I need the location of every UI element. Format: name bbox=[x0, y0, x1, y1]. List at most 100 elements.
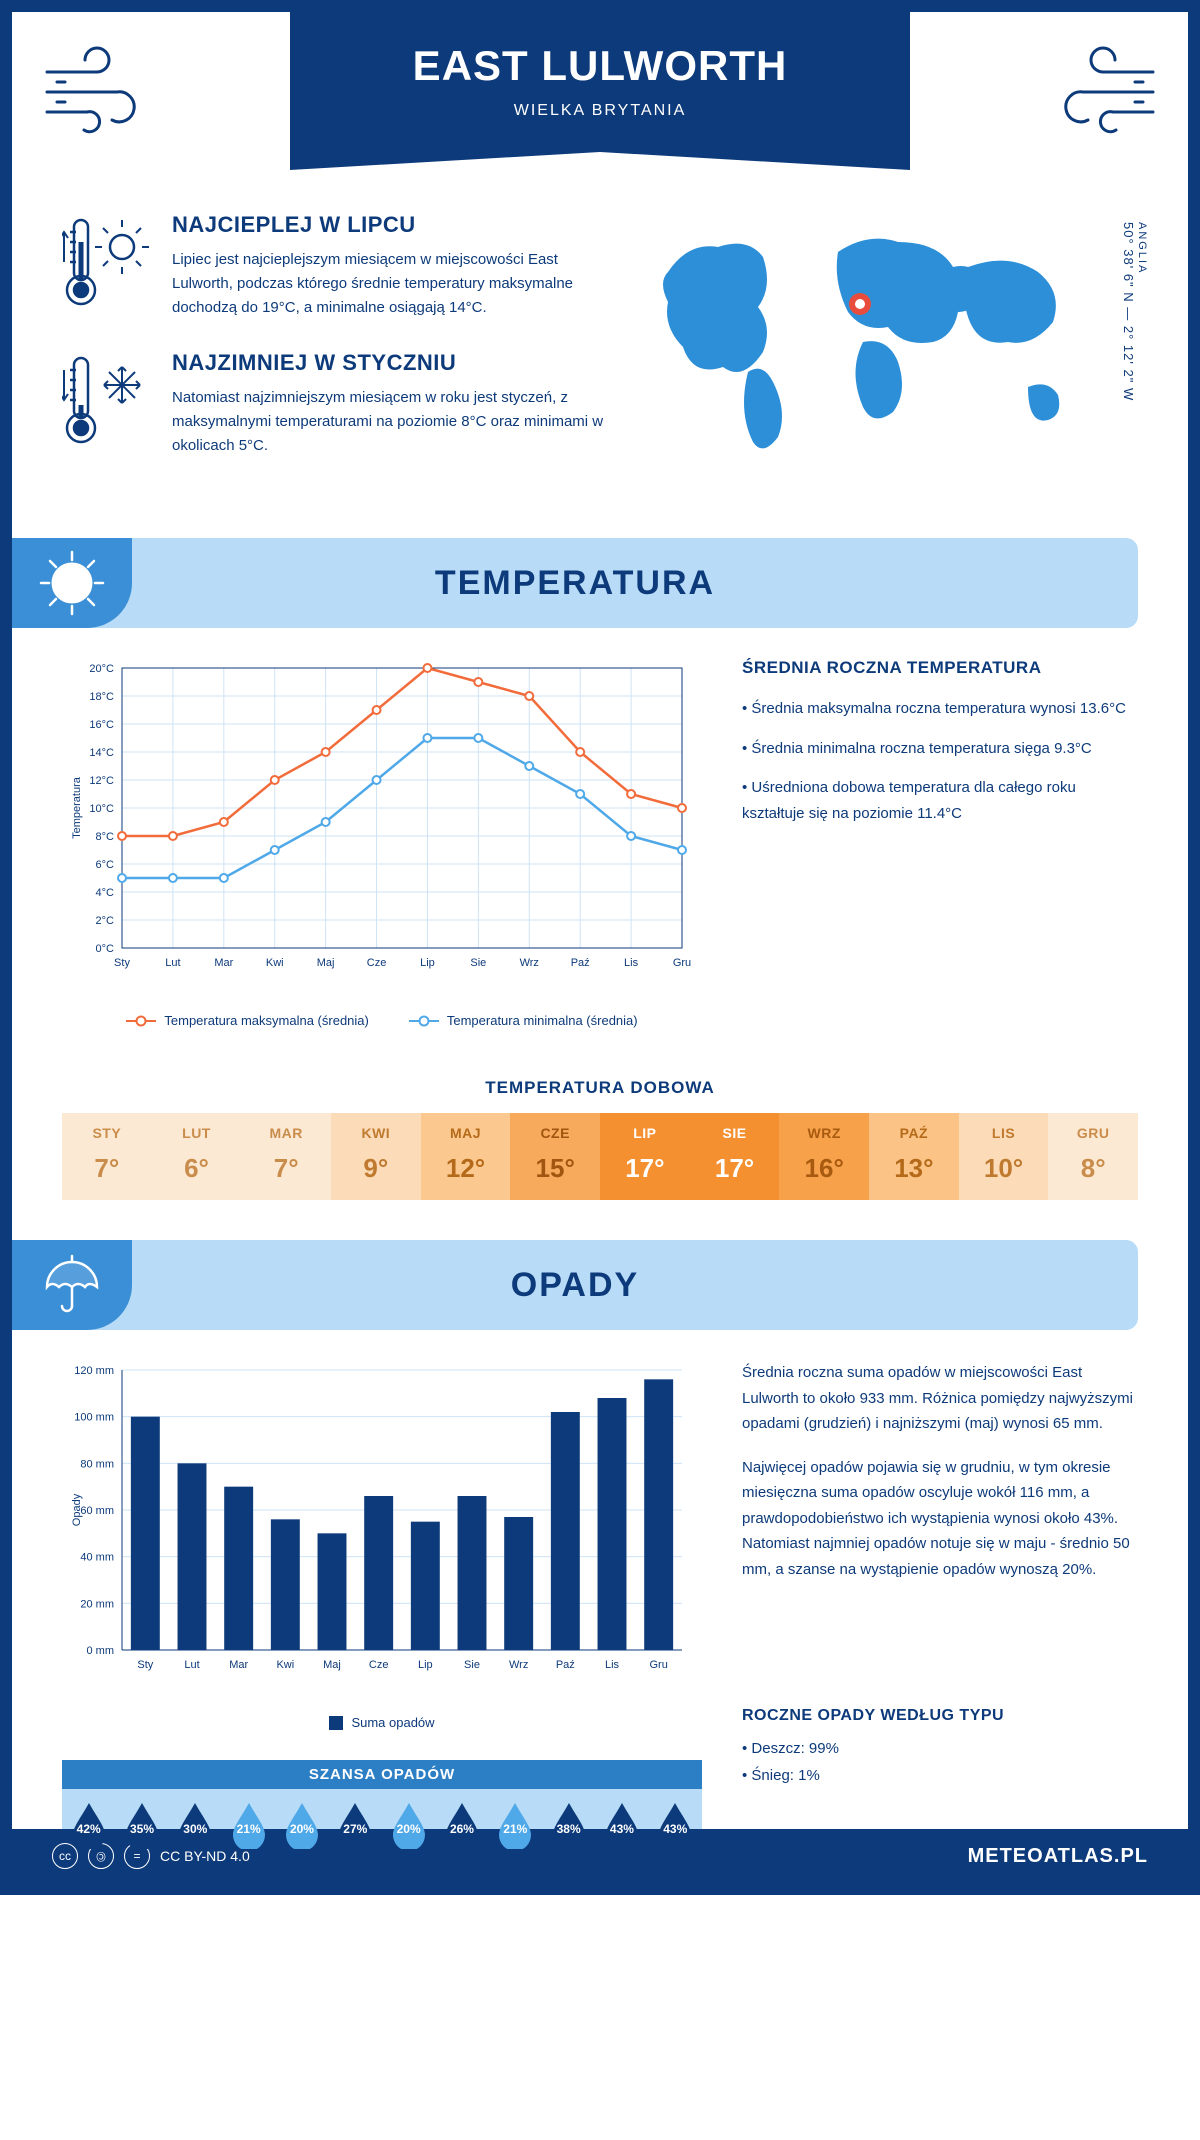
svg-text:18°C: 18°C bbox=[89, 691, 114, 703]
raindrop-icon: 38% bbox=[550, 1801, 588, 1849]
precip-type-snow: • Śnieg: 1% bbox=[742, 1762, 1138, 1789]
daily-temp-cell: SIE 17° bbox=[690, 1113, 780, 1200]
svg-text:Lut: Lut bbox=[165, 957, 180, 969]
daily-temp-cell: LIS10° bbox=[959, 1113, 1049, 1200]
world-map-icon bbox=[638, 212, 1098, 472]
chance-value: 21% bbox=[237, 1822, 261, 1836]
temperature-info: ŚREDNIA ROCZNA TEMPERATURA • Średnia mak… bbox=[742, 658, 1138, 1028]
svg-text:20°C: 20°C bbox=[89, 663, 114, 675]
page-subtitle: WIELKA BRYTANIA bbox=[514, 102, 687, 120]
svg-text:Wrz: Wrz bbox=[520, 957, 539, 969]
daily-month: LIP bbox=[600, 1125, 690, 1141]
daily-value: 13° bbox=[869, 1153, 959, 1184]
daily-value: 15° bbox=[510, 1153, 600, 1184]
daily-temp-cell: MAR7° bbox=[241, 1113, 331, 1200]
daily-value: 9° bbox=[331, 1153, 421, 1184]
svg-text:Kwi: Kwi bbox=[266, 957, 284, 969]
chance-cell: 38% PAŹ bbox=[542, 1801, 595, 1867]
chance-value: 26% bbox=[450, 1822, 474, 1836]
chance-value: 20% bbox=[290, 1822, 314, 1836]
intro-section: NAJCIEPLEJ W LIPCU Lipiec jest najcieple… bbox=[12, 192, 1188, 518]
svg-text:Lis: Lis bbox=[605, 1659, 620, 1671]
svg-text:Temperatura: Temperatura bbox=[71, 776, 83, 839]
precipitation-title: OPADY bbox=[511, 1266, 639, 1305]
raindrop-icon: 35% bbox=[123, 1801, 161, 1849]
chance-month: SIE bbox=[435, 1855, 488, 1867]
temp-info-bullet: • Średnia minimalna roczna temperatura s… bbox=[742, 736, 1138, 762]
chance-value: 43% bbox=[663, 1822, 687, 1836]
daily-month: GRU bbox=[1048, 1125, 1138, 1141]
precipitation-section-header: OPADY bbox=[12, 1240, 1138, 1330]
chance-cell: 20% MAJ bbox=[275, 1801, 328, 1867]
svg-text:Lip: Lip bbox=[420, 957, 435, 969]
chance-cell: 26% SIE bbox=[435, 1801, 488, 1867]
svg-text:2°C: 2°C bbox=[96, 915, 115, 927]
daily-temp-cell: STY 7° bbox=[62, 1113, 152, 1200]
svg-text:40 mm: 40 mm bbox=[80, 1552, 114, 1564]
raindrop-icon: 27% bbox=[336, 1801, 374, 1849]
chance-month: LIP bbox=[382, 1855, 435, 1867]
raindrop-icon: 20% bbox=[283, 1801, 321, 1849]
svg-text:14°C: 14°C bbox=[89, 747, 114, 759]
legend-max-label: Temperatura maksymalna (średnia) bbox=[164, 1013, 368, 1028]
coldest-text: Natomiast najzimniejszym miesiącem w rok… bbox=[172, 386, 608, 458]
svg-text:Lut: Lut bbox=[184, 1659, 199, 1671]
chance-month: CZE bbox=[329, 1855, 382, 1867]
chance-value: 42% bbox=[77, 1822, 101, 1836]
svg-text:Opady: Opady bbox=[71, 1493, 83, 1526]
daily-value: 7° bbox=[241, 1153, 331, 1184]
svg-text:Mar: Mar bbox=[214, 957, 233, 969]
license-text: CC BY-ND 4.0 bbox=[160, 1848, 250, 1864]
svg-text:20 mm: 20 mm bbox=[80, 1598, 114, 1610]
svg-text:Sty: Sty bbox=[137, 1659, 153, 1671]
thermometer-sun-icon bbox=[62, 212, 152, 312]
daily-month: STY bbox=[62, 1125, 152, 1141]
precip-type-rain: • Deszcz: 99% bbox=[742, 1735, 1138, 1762]
svg-text:4°C: 4°C bbox=[96, 887, 115, 899]
chance-value: 35% bbox=[130, 1822, 154, 1836]
daily-value: 7° bbox=[62, 1153, 152, 1184]
svg-text:Cze: Cze bbox=[369, 1659, 389, 1671]
raindrop-icon: 21% bbox=[230, 1801, 268, 1849]
temp-info-bullet: • Uśredniona dobowa temperatura dla całe… bbox=[742, 775, 1138, 826]
daily-value: 16° bbox=[779, 1153, 869, 1184]
svg-text:10°C: 10°C bbox=[89, 803, 114, 815]
daily-value: 17° bbox=[690, 1153, 780, 1184]
daily-month: SIE bbox=[690, 1125, 780, 1141]
chance-month: MAJ bbox=[275, 1855, 328, 1867]
svg-text:Lis: Lis bbox=[624, 957, 639, 969]
temperature-title: TEMPERATURA bbox=[435, 564, 715, 603]
coldest-block: NAJZIMNIEJ W STYCZNIU Natomiast najzimni… bbox=[62, 350, 608, 458]
svg-text:12°C: 12°C bbox=[89, 775, 114, 787]
precipitation-bar-chart: 0 mm20 mm40 mm60 mm80 mm100 mm120 mmStyL… bbox=[62, 1360, 702, 1730]
chance-cell: 27% CZE bbox=[329, 1801, 382, 1867]
daily-temp-cell: KWI 9° bbox=[331, 1113, 421, 1200]
svg-text:60 mm: 60 mm bbox=[80, 1505, 114, 1517]
header-banner: EAST LULWORTH WIELKA BRYTANIA bbox=[12, 12, 1188, 192]
map-panel: ANGLIA 50° 38' 6" N — 2° 12' 2" W bbox=[638, 212, 1138, 488]
daily-month: LUT bbox=[152, 1125, 242, 1141]
daily-month: LIS bbox=[959, 1125, 1049, 1141]
svg-text:Paź: Paź bbox=[556, 1659, 575, 1671]
chance-cell: 21% WRZ bbox=[489, 1801, 542, 1867]
daily-month: KWI bbox=[331, 1125, 421, 1141]
hottest-title: NAJCIEPLEJ W LIPCU bbox=[172, 212, 608, 238]
umbrella-icon bbox=[12, 1240, 132, 1330]
svg-text:Paź: Paź bbox=[571, 957, 590, 969]
daily-temp-cell: LIP17° bbox=[600, 1113, 690, 1200]
coordinates: ANGLIA 50° 38' 6" N — 2° 12' 2" W bbox=[1121, 222, 1148, 401]
daily-temp-cell: MAJ12° bbox=[421, 1113, 511, 1200]
raindrop-icon: 43% bbox=[603, 1801, 641, 1849]
daily-temp-cell: GRU8° bbox=[1048, 1113, 1138, 1200]
svg-text:Sty: Sty bbox=[114, 957, 130, 969]
raindrop-icon: 42% bbox=[70, 1801, 108, 1849]
raindrop-icon: 21% bbox=[496, 1801, 534, 1849]
chance-value: 30% bbox=[183, 1822, 207, 1836]
daily-temp-cell: LUT6° bbox=[152, 1113, 242, 1200]
precipitation-info: Średnia roczna suma opadów w miejscowośc… bbox=[742, 1360, 1138, 1730]
chance-month: LIS bbox=[595, 1855, 648, 1867]
thermometer-snow-icon bbox=[62, 350, 152, 450]
precip-chart-legend: Suma opadów bbox=[62, 1715, 702, 1730]
daily-month: CZE bbox=[510, 1125, 600, 1141]
raindrop-icon: 26% bbox=[443, 1801, 481, 1849]
